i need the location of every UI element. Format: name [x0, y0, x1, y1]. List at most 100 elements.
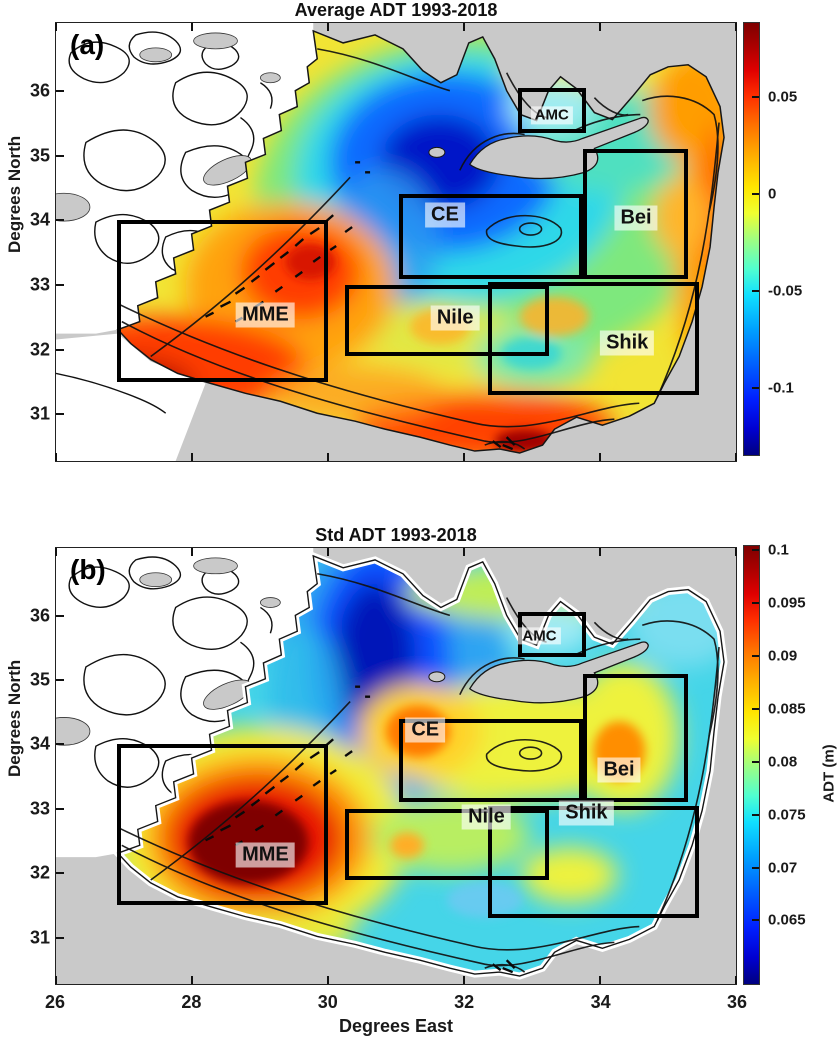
x-tick-mark: [55, 548, 57, 556]
y-tick-mark: [56, 679, 64, 682]
cyprus-island: [468, 116, 649, 180]
colorbar-tick-mark: [752, 549, 759, 552]
region-box-Bei: [583, 149, 689, 279]
x-tick-mark: [191, 548, 193, 556]
x-tick-label-30: 30: [317, 992, 338, 1012]
x-tick-mark: [599, 976, 601, 984]
region-label-Bei: Bei: [597, 757, 641, 783]
colorbar-tick-0.07: 0.07: [768, 859, 798, 877]
region-label-CE: CE: [405, 717, 446, 743]
islet: [428, 146, 446, 158]
x-tick-mark: [55, 453, 57, 461]
x-tick-mark: [327, 23, 329, 31]
colorbar-tick-0.1: 0.1: [768, 541, 789, 559]
bathymetry-contours: [117, 48, 720, 450]
x-tick-mark: [463, 548, 465, 556]
y-tick-label-34: 34: [29, 209, 50, 230]
colorbar-tick-0.075: 0.075: [768, 806, 806, 824]
x-tick-mark: [327, 976, 329, 984]
x-tick-mark: [735, 453, 737, 461]
colorbar-b: [743, 545, 760, 985]
region-label-Nile: Nile: [430, 305, 480, 331]
y-tick-mark: [56, 743, 64, 746]
x-axis-tick-labels: 26 28 30 32 34 36: [0, 992, 839, 1016]
x-tick-mark: [55, 976, 57, 984]
y-tick-label-33: 33: [29, 798, 50, 819]
colorbar-tick-mark: [752, 95, 759, 98]
region-label-AMC: AMC: [530, 106, 573, 125]
y-tick-label-36: 36: [29, 80, 50, 101]
y-tick-label-32: 32: [29, 862, 50, 883]
colorbar-tick-mark: [752, 387, 759, 390]
region-box-Bei: [583, 673, 689, 803]
panel-b-title: Std ADT 1993-2018: [315, 525, 477, 545]
y-tick-mark: [56, 219, 64, 222]
y-tick-label-36: 36: [29, 605, 50, 626]
colorbar-tick-0.085: 0.085: [768, 700, 806, 718]
region-box-CE: [399, 718, 583, 803]
region-box-CE: [399, 194, 583, 279]
x-tick-label-26: 26: [44, 992, 66, 1012]
y-tick-label-35: 35: [29, 145, 50, 166]
x-tick-label-32: 32: [454, 992, 475, 1012]
x-tick-mark: [463, 976, 465, 984]
colorbar-tick-0.08: 0.08: [768, 753, 798, 771]
x-tick-mark: [735, 976, 737, 984]
x-tick-mark: [735, 23, 737, 31]
region-box-MME: [117, 744, 328, 906]
x-tick-mark: [463, 453, 465, 461]
panel-b-corner-label: (b): [70, 554, 106, 585]
map-panel-a: (a) 36 35 34 33 32 31 AMC CE Bei MME Nile Shik: [30, 22, 737, 462]
region-label-Shik: Shik: [559, 800, 614, 826]
colorbar-tick-mark: [752, 289, 759, 292]
region-label-MME: MME: [236, 302, 295, 328]
bathymetry-contours: [117, 572, 720, 973]
region-box-MME: [117, 220, 328, 383]
map-panel-b: (b) 36 35 34 33 32 31 AMC CE Bei MME Nile Shik: [30, 547, 737, 985]
colorbar-tick-0.065: 0.065: [768, 911, 806, 929]
no-data-white-area: [56, 548, 318, 858]
y-tick-label-31: 31: [29, 403, 50, 424]
region-label-MME: MME: [236, 842, 295, 867]
x-tick-mark: [599, 453, 601, 461]
no-data-white-sw: [56, 333, 206, 461]
no-data-white-area: [56, 23, 318, 334]
colorbar-tick-mark: [752, 866, 759, 869]
x-tick-mark: [463, 23, 465, 31]
x-tick-label-28: 28: [181, 992, 202, 1012]
x-tick-mark: [327, 453, 329, 461]
region-label-AMC: AMC: [518, 627, 561, 645]
x-tick-label-36: 36: [726, 992, 748, 1012]
x-tick-mark: [191, 976, 193, 984]
x-tick-mark: [191, 453, 193, 461]
y-tick-mark: [56, 807, 64, 810]
aegean-islands: [56, 32, 281, 329]
x-axis-title: Degrees East: [338, 1016, 454, 1036]
y-tick-mark: [56, 872, 64, 875]
colorbar-tick--0.05: -0.05: [768, 282, 803, 300]
y-tick-mark: [56, 154, 64, 157]
colorbar-tick-0.09: 0.09: [768, 647, 798, 665]
y-tick-label-32: 32: [29, 339, 50, 360]
x-tick-mark: [735, 548, 737, 556]
y-tick-label-35: 35: [29, 669, 50, 690]
map-b-graphic: [56, 548, 736, 984]
y-tick-label-31: 31: [29, 927, 50, 948]
y-tick-mark: [56, 284, 64, 287]
cyprus-island: [468, 641, 649, 704]
panel-a-title: Average ADT 1993-2018: [294, 0, 498, 20]
y-tick-mark: [56, 89, 64, 92]
colorbar-tick--0.1: -0.1: [768, 379, 794, 397]
x-tick-label-34: 34: [590, 992, 611, 1012]
x-tick-mark: [191, 23, 193, 31]
colorbar-tick-mark: [752, 919, 759, 922]
region-label-Shik: Shik: [600, 330, 655, 356]
y-tick-mark: [56, 348, 64, 351]
colorbar-tick-mark: [752, 707, 759, 710]
panel-a-ylabel: Degrees North: [5, 135, 24, 253]
region-label-Nile: Nile: [462, 804, 511, 830]
region-label-CE: CE: [425, 202, 465, 228]
colorbar-tick-0: 0: [768, 185, 777, 203]
colorbar-tick-mark: [752, 655, 759, 658]
